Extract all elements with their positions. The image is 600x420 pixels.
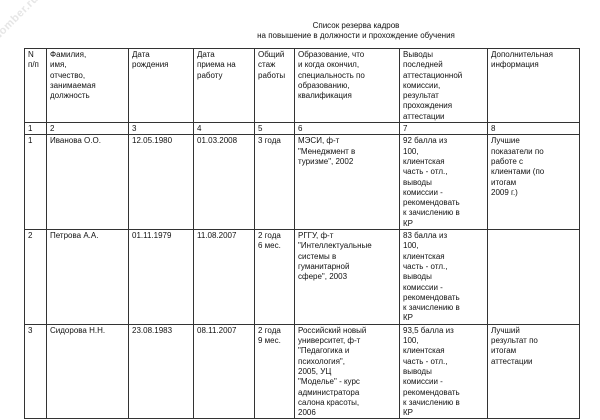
cell-birth-date: 12.05.1980 bbox=[128, 134, 194, 231]
cell-education: Российский новый университет, ф-т "Педаг… bbox=[294, 323, 400, 420]
cell-additional-info bbox=[487, 229, 580, 325]
personnel-reserve-table: N п/п Фамилия, имя, отчество, занимаемая … bbox=[24, 47, 580, 420]
cell-number: 3 bbox=[24, 323, 47, 420]
cell-attestation-results: 92 балла из 100, клиентская часть - отл.… bbox=[399, 134, 488, 231]
document-title: Список резерва кадров на повышение в долж… bbox=[0, 21, 600, 41]
cell-work-experience: 3 года bbox=[254, 134, 295, 231]
cell-birth-date: 23.08.1983 bbox=[128, 323, 194, 420]
cell-attestation-results: 7 bbox=[399, 122, 488, 136]
cell-full-name-position: Петрова А.А. bbox=[46, 229, 129, 325]
cell-number: 2 bbox=[24, 229, 47, 325]
cell-additional-info: 8 bbox=[487, 122, 580, 136]
cell-hire-date: 11.08.2007 bbox=[193, 229, 255, 325]
table-row: 1 Иванова О.О. 12.05.1980 01.03.2008 3 года М… bbox=[24, 134, 580, 231]
cell-hire-date: 01.03.2008 bbox=[193, 134, 255, 231]
cell-hire-date: Дата приема на работу bbox=[193, 47, 255, 124]
title-line-1: Список резерва кадров bbox=[312, 21, 400, 30]
cell-attestation-results: 93,5 балла из 100, клиентская часть - от… bbox=[399, 323, 488, 420]
cell-education: РГГУ, ф-т "Интеллектуальные системы в гу… bbox=[294, 229, 400, 325]
cell-birth-date: Дата рождения bbox=[128, 47, 194, 124]
title-line-2: на повышение в должности и прохождение о… bbox=[257, 31, 455, 40]
cell-work-experience: 2 года 9 мес. bbox=[254, 323, 295, 420]
cell-attestation-results: Выводы последней аттестационной комиссии… bbox=[399, 47, 488, 124]
cell-work-experience: Общий стаж работы bbox=[254, 47, 295, 124]
cell-education: МЭСИ, ф-т "Менеджмент в туризме", 2002 bbox=[294, 134, 400, 231]
cell-additional-info: Лучшие показатели по работе с клиентами … bbox=[487, 134, 580, 231]
cell-birth-date: 01.11.1979 bbox=[128, 229, 194, 325]
table-row: 3 Сидорова Н.Н. 23.08.1983 08.11.2007 2 года… bbox=[24, 323, 580, 420]
cell-education: Образование, что и когда окончил, специа… bbox=[294, 47, 400, 124]
cell-hire-date: 08.11.2007 bbox=[193, 323, 255, 420]
header-row: N п/п Фамилия, имя, отчество, занимаемая … bbox=[24, 47, 580, 124]
cell-number: N п/п bbox=[24, 47, 47, 124]
cell-education: 6 bbox=[294, 122, 400, 136]
cell-full-name-position: 2 bbox=[46, 122, 129, 136]
cell-birth-date: 3 bbox=[128, 122, 194, 136]
cell-hire-date: 4 bbox=[193, 122, 255, 136]
cell-additional-info: Лучший результат по итогам аттестации bbox=[487, 323, 580, 420]
cell-full-name-position: Фамилия, имя, отчество, занимаемая должн… bbox=[46, 47, 129, 124]
cell-attestation-results: 83 балла из 100, клиентская часть - отл.… bbox=[399, 229, 488, 325]
cell-work-experience: 2 года 6 мес. bbox=[254, 229, 295, 325]
cell-full-name-position: Иванова О.О. bbox=[46, 134, 129, 231]
cell-full-name-position: Сидорова Н.Н. bbox=[46, 323, 129, 420]
cell-number: 1 bbox=[24, 122, 47, 136]
table-row: 2 Петрова А.А. 01.11.1979 11.08.2007 2 года … bbox=[24, 229, 580, 325]
cell-work-experience: 5 bbox=[254, 122, 295, 136]
cell-additional-info: Дополнительная информация bbox=[487, 47, 580, 124]
cell-number: 1 bbox=[24, 134, 47, 231]
